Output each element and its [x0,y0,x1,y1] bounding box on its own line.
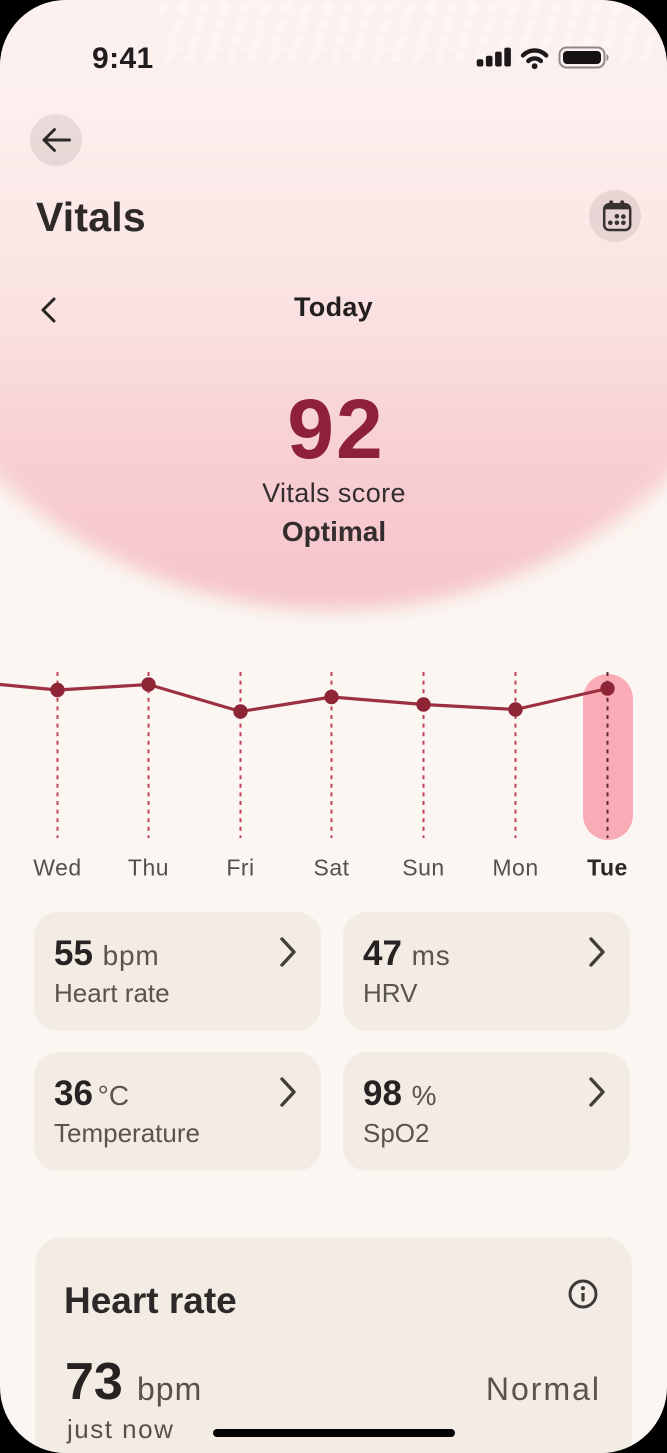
svg-text:Wed: Wed [33,855,81,881]
svg-text:Mon: Mon [492,855,538,881]
svg-text:Sun: Sun [402,855,444,881]
svg-text:Tue: Tue [587,855,628,881]
svg-text:Thu: Thu [128,855,169,881]
svg-text:Sat: Sat [313,855,349,881]
svg-text:Fri: Fri [226,855,254,881]
